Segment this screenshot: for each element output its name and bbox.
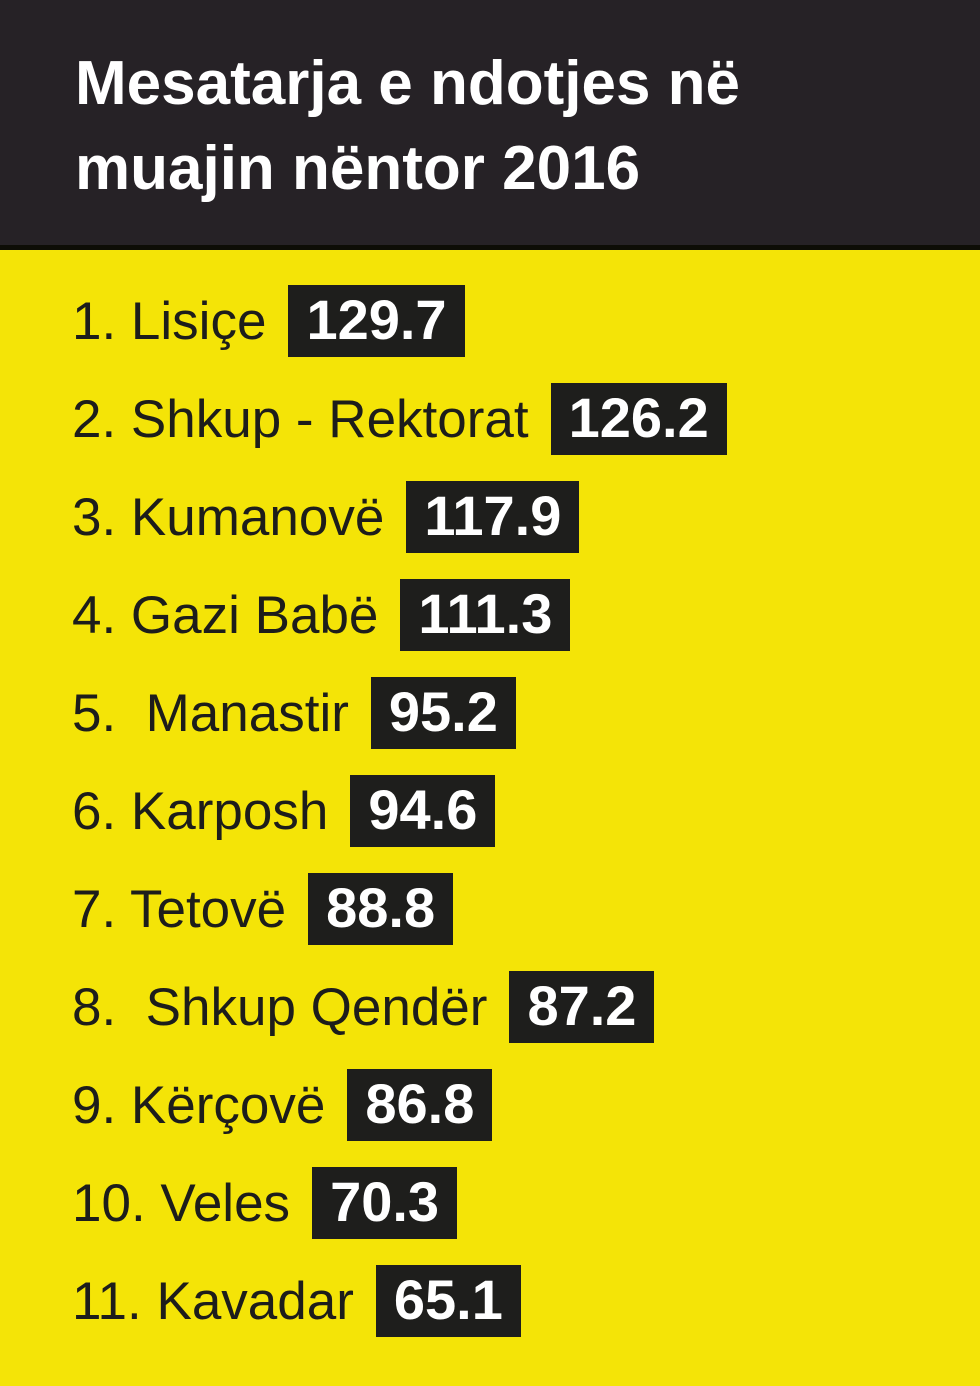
ranking-list: 1. Lisiçe 129.7 2. Shkup - Rektorat 126.… xyxy=(0,250,980,1350)
list-item: 7. Tetovë 88.8 xyxy=(72,860,980,958)
list-item: 6. Karposh 94.6 xyxy=(72,762,980,860)
value-badge: 86.8 xyxy=(347,1069,493,1141)
list-item: 4. Gazi Babë 111.3 xyxy=(72,566,980,664)
value-badge: 65.1 xyxy=(375,1265,521,1337)
value-badge: 88.8 xyxy=(308,873,454,945)
station-label: 9. Kërçovë xyxy=(72,1075,326,1135)
station-label: 10. Veles xyxy=(72,1173,291,1233)
page-title-line-1: Mesatarja e ndotjes në xyxy=(75,49,741,118)
page-title: Mesatarja e ndotjes në muajin nëntor 201… xyxy=(75,42,940,212)
station-label: 1. Lisiçe xyxy=(72,291,267,351)
value-badge: 126.2 xyxy=(550,383,727,455)
page-title-line-2: muajin nëntor 2016 xyxy=(75,133,641,203)
value-badge: 95.2 xyxy=(370,677,516,749)
header: Mesatarja e ndotjes në muajin nëntor 201… xyxy=(0,0,980,250)
list-item: 1. Lisiçe 129.7 xyxy=(72,272,980,370)
list-item: 5. Manastir 95.2 xyxy=(72,664,980,762)
value-badge: 129.7 xyxy=(288,285,465,357)
station-label: 3. Kumanovë xyxy=(72,487,385,547)
list-item: 8. Shkup Qendër 87.2 xyxy=(72,958,980,1056)
list-item: 2. Shkup - Rektorat 126.2 xyxy=(72,370,980,468)
list-item: 11. Kavadar 65.1 xyxy=(72,1252,980,1350)
value-badge: 117.9 xyxy=(406,481,580,553)
station-label: 7. Tetovë xyxy=(72,879,287,939)
value-badge: 111.3 xyxy=(400,579,571,651)
station-label: 5. Manastir xyxy=(72,683,349,743)
value-badge: 94.6 xyxy=(350,775,496,847)
station-label: 11. Kavadar xyxy=(72,1271,354,1331)
value-badge: 87.2 xyxy=(509,971,655,1043)
list-item: 10. Veles 70.3 xyxy=(72,1154,980,1252)
station-label: 8. Shkup Qendër xyxy=(72,977,488,1037)
list-item: 9. Kërçovë 86.8 xyxy=(72,1056,980,1154)
station-label: 4. Gazi Babë xyxy=(72,585,379,645)
value-badge: 70.3 xyxy=(312,1167,458,1239)
list-item: 3. Kumanovë 117.9 xyxy=(72,468,980,566)
station-label: 2. Shkup - Rektorat xyxy=(72,389,529,449)
station-label: 6. Karposh xyxy=(72,781,329,841)
